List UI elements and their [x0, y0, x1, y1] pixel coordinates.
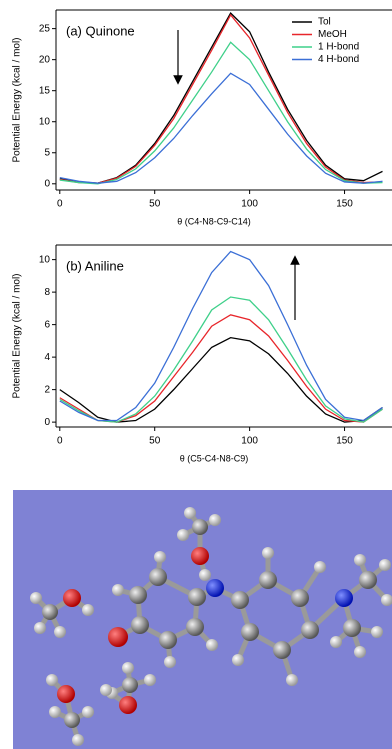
y-tick-label: 2 — [44, 384, 50, 395]
y-tick-label: 10 — [39, 116, 51, 127]
y-axis-title: Potential Energy (kcal / mol) — [12, 37, 23, 162]
series-line — [60, 252, 383, 421]
x-tick-label: 50 — [149, 436, 161, 447]
y-tick-label: 5 — [44, 147, 50, 158]
page: 0510152025050100150θ (C4-N8-C9-C14)Poten… — [0, 0, 392, 749]
y-tick-label: 15 — [39, 85, 51, 96]
y-tick-label: 8 — [44, 287, 50, 298]
x-tick-label: 100 — [241, 436, 258, 447]
x-tick-label: 100 — [241, 199, 258, 210]
annotation: (b) Aniline — [66, 258, 124, 273]
series-line — [60, 315, 383, 422]
x-tick-label: 150 — [336, 436, 353, 447]
x-tick-label: 0 — [57, 199, 63, 210]
figure: 0510152025050100150θ (C4-N8-C9-C14)Poten… — [0, 0, 392, 749]
y-tick-label: 10 — [39, 254, 51, 265]
x-tick-label: 150 — [336, 199, 353, 210]
series-line — [60, 338, 383, 423]
x-axis-title: θ (C4-N8-C9-C14) — [177, 216, 251, 226]
legend-label: Tol — [318, 17, 331, 28]
x-axis-title: θ (C5-C4-N8-C9) — [180, 453, 249, 463]
annotation: (a) Quinone — [66, 23, 135, 38]
legend-label: 4 H-bond — [318, 54, 359, 65]
x-tick-label: 0 — [57, 436, 63, 447]
y-axis-title: Potential Energy (kcal / mol) — [12, 273, 23, 398]
legend-label: 1 H-bond — [318, 42, 359, 53]
y-tick-label: 0 — [44, 178, 50, 189]
legend-label: MeOH — [318, 29, 347, 40]
y-tick-label: 6 — [44, 319, 50, 330]
y-tick-label: 0 — [44, 417, 50, 428]
series-line — [60, 73, 383, 183]
y-tick-label: 4 — [44, 352, 50, 363]
molecule-image — [13, 490, 392, 749]
series-line — [60, 297, 383, 422]
series-line — [60, 15, 383, 183]
x-tick-label: 50 — [149, 199, 161, 210]
y-tick-label: 25 — [39, 23, 51, 34]
y-tick-label: 20 — [39, 54, 51, 65]
